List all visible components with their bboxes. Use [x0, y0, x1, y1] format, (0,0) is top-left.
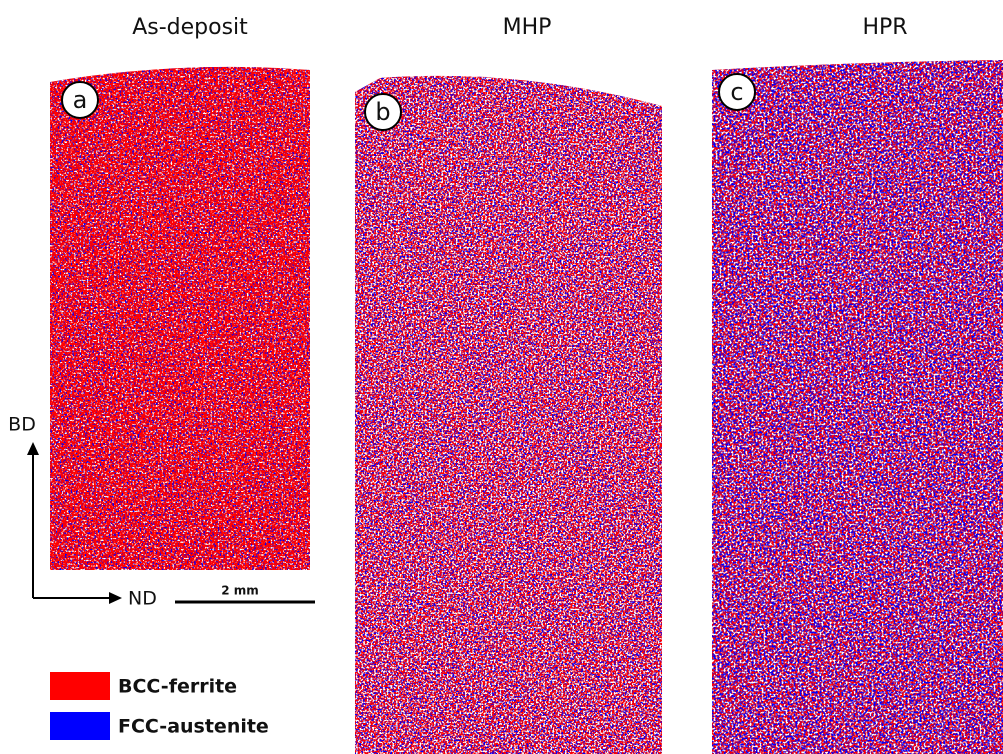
- phase-map: [712, 60, 1003, 754]
- phase-map: [50, 66, 310, 570]
- map-speckle: [355, 75, 662, 754]
- map-speckle: [712, 60, 1003, 754]
- arrow-head: [109, 592, 122, 604]
- label-circle: [364, 93, 402, 131]
- panel-title: MHP: [503, 15, 552, 40]
- panel-label: c: [730, 78, 743, 106]
- axis-label: BD: [8, 414, 36, 436]
- legend-label: BCC-ferrite: [118, 676, 237, 698]
- panel-title: HPR: [862, 15, 907, 40]
- direction-arrows: [32, 452, 112, 599]
- axis-label: ND: [128, 588, 157, 610]
- panel-title: As-deposit: [132, 15, 248, 40]
- map-speckle: [50, 66, 310, 570]
- panel-label: b: [375, 98, 390, 126]
- phase-map: [355, 75, 662, 754]
- scale-label: 2 mm: [221, 584, 259, 598]
- label-circle: [61, 81, 99, 119]
- legend-swatch: [50, 672, 110, 700]
- legend-swatch: [50, 712, 110, 740]
- legend-label: FCC-austenite: [118, 716, 269, 738]
- panel-label: a: [73, 86, 88, 114]
- label-circle: [718, 73, 756, 111]
- arrow-head: [27, 442, 39, 455]
